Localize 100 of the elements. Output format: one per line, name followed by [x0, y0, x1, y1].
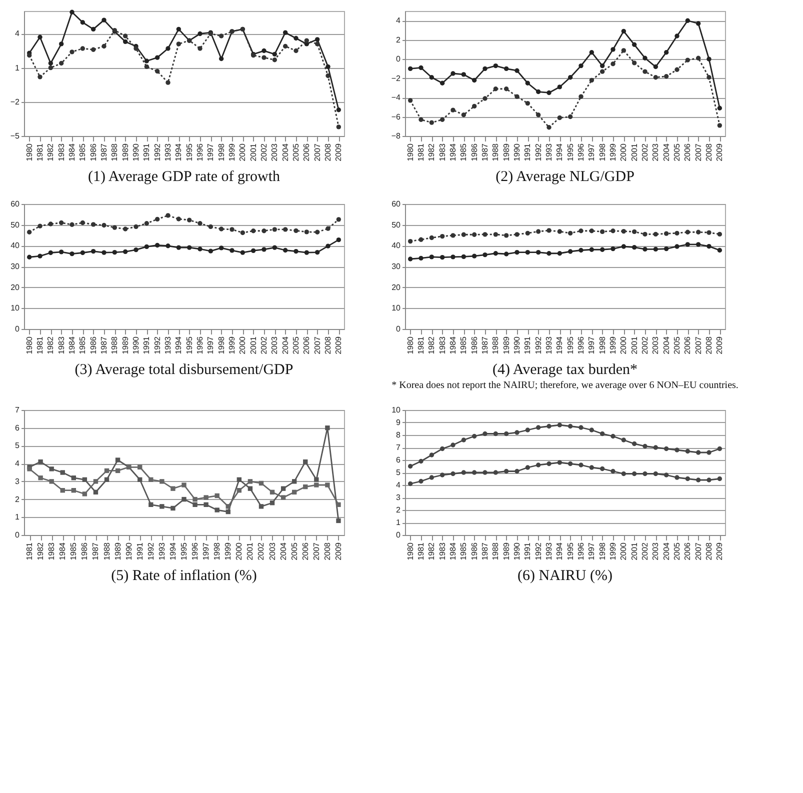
point [48, 222, 54, 226]
x-tick-label: 2000 [619, 142, 628, 162]
x-tick-label: 1989 [502, 542, 511, 560]
x-tick-label: 1993 [157, 542, 166, 560]
point [621, 438, 626, 442]
x-tick-label: 1984 [58, 542, 68, 560]
point [440, 472, 445, 478]
point [166, 213, 170, 218]
point [71, 476, 76, 480]
point [270, 500, 275, 506]
x-tick-label: 1981 [36, 142, 44, 162]
text: (4) Average tax burden* [492, 362, 638, 378]
y-tick-label: −8 [391, 132, 402, 140]
point [514, 68, 520, 73]
x-tick-label: 2000 [619, 542, 628, 560]
x-tick-label: 1998 [216, 142, 226, 162]
point [336, 237, 342, 242]
point [115, 458, 120, 462]
x-tick-label: 1984 [68, 336, 76, 354]
point [336, 108, 342, 112]
point [429, 475, 434, 480]
point [304, 250, 310, 255]
point [144, 64, 150, 70]
x-tick-label: 2000 [619, 336, 628, 354]
x-tick-label: 1980 [24, 336, 34, 354]
y-tick-label: 20 [10, 282, 20, 292]
point [314, 42, 320, 46]
point [70, 50, 74, 54]
y-tick-label: 10 [392, 406, 402, 414]
point [621, 228, 626, 234]
point [482, 232, 488, 237]
x-tick-label: 1990 [132, 336, 140, 354]
y-tick-label: 0 [396, 324, 402, 334]
point [160, 504, 164, 509]
point [632, 42, 637, 47]
y-tick-label: 4 [396, 480, 402, 490]
point [38, 459, 43, 464]
point [568, 461, 573, 466]
x-tick-label: 1994 [555, 336, 564, 354]
point [461, 72, 466, 77]
point [696, 450, 701, 455]
point [325, 426, 330, 430]
point [536, 229, 541, 234]
y-tick-label: 10 [392, 304, 402, 313]
point [70, 251, 74, 256]
point [493, 86, 498, 92]
point [504, 468, 509, 474]
point [610, 47, 616, 52]
x-tick-label: 1985 [459, 542, 468, 560]
x-tick-label: 1995 [566, 142, 575, 162]
point [49, 479, 54, 484]
point [674, 230, 680, 236]
point [336, 502, 341, 507]
x-tick-label: 2007 [694, 542, 703, 560]
point [514, 430, 520, 435]
x-tick-label: 1985 [78, 142, 88, 162]
point [294, 248, 298, 254]
x-tick-label: 1981 [416, 142, 426, 162]
point [292, 490, 297, 494]
point [653, 75, 658, 80]
point [589, 50, 594, 55]
x-tick-label: 1985 [69, 542, 78, 560]
x-tick-label: 1984 [448, 542, 458, 560]
x-tick-label: 1996 [196, 142, 204, 162]
point [262, 55, 266, 60]
point [664, 246, 669, 252]
x-tick-label: 1980 [406, 542, 415, 560]
point [525, 80, 530, 86]
x-tick-label: 2001 [248, 336, 258, 354]
point [557, 422, 562, 428]
point [102, 250, 106, 255]
point [685, 448, 690, 454]
x-tick-label: 1985 [459, 336, 468, 354]
y-tick-label: 1 [15, 512, 20, 522]
point [450, 471, 456, 476]
x-tick-label: 1981 [416, 336, 426, 354]
point [218, 34, 224, 38]
point [546, 90, 552, 96]
point [226, 504, 230, 509]
point [204, 495, 208, 500]
x-tick-label: 1985 [459, 142, 468, 162]
point [578, 63, 584, 68]
point [472, 434, 477, 439]
x-tick-label: 2009 [715, 142, 724, 162]
x-tick-label: 2008 [324, 142, 332, 162]
point [429, 75, 434, 80]
point [674, 448, 680, 452]
point [706, 230, 712, 235]
point [429, 235, 434, 240]
point [674, 244, 680, 249]
point [282, 248, 288, 253]
point [696, 56, 701, 60]
x-tick-label: 1993 [164, 142, 172, 162]
point [685, 230, 690, 234]
point [134, 224, 138, 230]
x-tick-label: 1982 [46, 336, 56, 354]
x-tick-label: 2009 [334, 336, 344, 354]
point [440, 446, 445, 452]
x-tick-label: 1985 [78, 336, 88, 354]
point [610, 228, 616, 234]
